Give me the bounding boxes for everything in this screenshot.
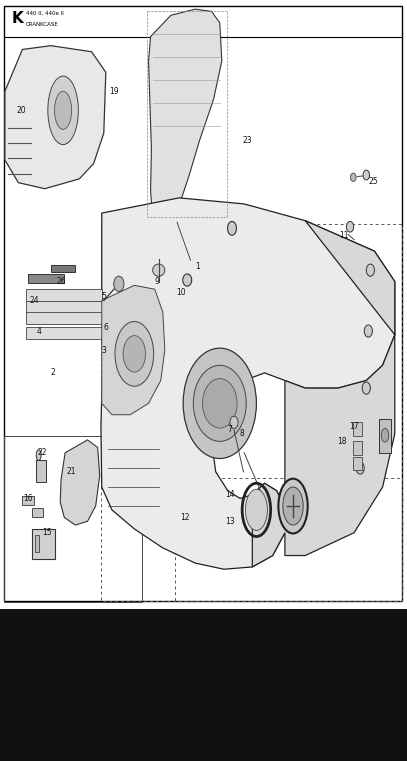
Text: CRANKCASE: CRANKCASE [26,23,59,27]
Bar [51,265,75,272]
Bar [0,610,407,761]
Bar [35,535,39,552]
Bar [379,419,391,453]
Text: 19: 19 [109,87,119,96]
Bar [353,457,362,470]
Text: 25: 25 [369,177,379,186]
Ellipse shape [55,91,72,129]
Text: 17: 17 [349,422,359,431]
Text: 13: 13 [225,517,235,526]
Polygon shape [149,9,222,232]
Text: K: K [12,11,24,26]
Bar [28,274,64,283]
Ellipse shape [114,276,124,291]
Ellipse shape [245,489,267,530]
Text: 26: 26 [56,277,66,286]
Bar [22,496,34,505]
Bar [353,441,362,455]
Text: 12: 12 [180,513,190,522]
Ellipse shape [115,321,154,386]
Text: 440 II, 440e II: 440 II, 440e II [26,11,64,16]
Text: 18: 18 [337,437,347,446]
Ellipse shape [36,450,41,460]
Ellipse shape [278,479,308,533]
Bar [26,327,102,339]
Ellipse shape [123,336,146,372]
Text: 11: 11 [339,231,349,240]
Text: 21: 21 [66,467,76,476]
Bar [32,529,55,559]
Text: 5: 5 [101,292,106,301]
Text: 4: 4 [36,326,41,336]
Text: 2: 2 [50,368,55,377]
Text: 8: 8 [240,429,245,438]
Ellipse shape [183,349,256,458]
Text: 24: 24 [30,296,39,305]
Bar [101,224,402,601]
Bar [147,11,227,217]
Text: 9: 9 [154,277,159,286]
Ellipse shape [48,76,78,145]
Bar [26,289,102,301]
Ellipse shape [346,221,354,232]
Bar [32,508,43,517]
Bar [353,422,362,436]
Text: 20: 20 [16,106,26,115]
Bar [26,301,102,313]
Ellipse shape [381,428,389,442]
Polygon shape [5,46,106,189]
Ellipse shape [364,325,372,337]
Polygon shape [102,285,165,415]
Text: 15: 15 [42,528,52,537]
Ellipse shape [366,264,374,276]
Bar [36,460,46,482]
Text: 1: 1 [195,262,200,271]
Text: 6: 6 [103,323,108,332]
Ellipse shape [350,173,356,182]
Ellipse shape [230,416,238,428]
Bar [175,478,402,601]
Text: 14: 14 [225,490,235,499]
Ellipse shape [193,365,246,441]
Text: 7: 7 [228,425,232,435]
Circle shape [153,264,165,276]
Ellipse shape [183,274,192,286]
Ellipse shape [362,382,370,394]
Polygon shape [252,221,395,567]
Text: 16: 16 [24,494,33,503]
Ellipse shape [283,487,303,525]
Bar [26,312,102,324]
Text: 10: 10 [176,288,186,298]
Ellipse shape [356,462,364,474]
Bar [4,6,402,601]
Text: 3: 3 [101,345,106,355]
Ellipse shape [363,170,370,180]
Text: 23: 23 [243,136,252,145]
Bar [4,436,142,602]
Polygon shape [60,440,100,525]
Text: 22: 22 [38,448,48,457]
Ellipse shape [202,379,237,428]
Ellipse shape [228,221,236,235]
Polygon shape [101,198,395,569]
